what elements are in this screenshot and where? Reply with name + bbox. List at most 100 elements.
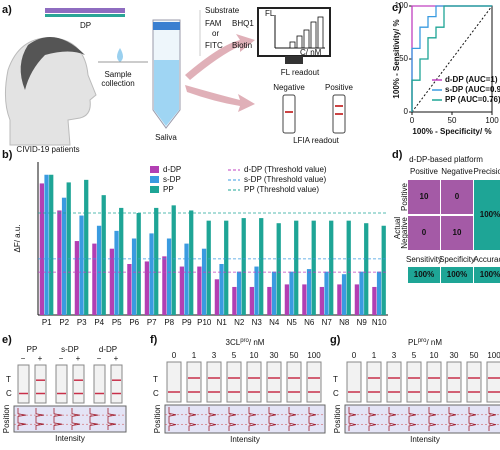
bar [249,286,255,315]
bar [131,238,137,315]
bar [61,197,67,315]
profile-curve [448,407,457,431]
bar [201,248,207,315]
label: 100 [307,351,321,360]
cell-value: 0 [455,192,460,201]
strip [466,361,482,403]
schematic [4,7,346,146]
bar [171,205,176,315]
strip [166,361,182,403]
label: Substrate [205,6,240,15]
panel-label: e) [2,334,12,346]
label: 50 [290,351,299,360]
y-tick-label: 50 [399,54,408,63]
x-tick-label: P6 [129,318,139,327]
label: Positive [410,167,439,176]
label: 50 [470,351,479,360]
x-tick-label: N3 [252,318,263,327]
bar [79,215,84,315]
bar [224,220,229,315]
profile-curve [17,408,27,430]
bar [109,248,115,315]
label: 30 [270,351,279,360]
bar [144,261,150,315]
title-part: / nM [426,338,442,347]
panel-label: a) [2,4,12,16]
bar [276,223,281,315]
profile-curve [107,408,117,430]
strip [34,364,47,404]
bar [364,223,369,315]
label: LFIA readout [293,136,340,145]
label: + [114,354,119,363]
label: C [333,389,339,398]
profile-curve [53,408,63,430]
roc-line [411,5,492,112]
row-label: Positive [400,182,409,211]
bar [189,210,194,315]
legend-swatch [150,176,159,183]
legend-swatch [150,166,159,173]
bar [259,218,264,315]
lfia-strip [282,94,296,134]
label: s-DP [61,345,79,354]
label: or [212,29,219,38]
panel-label: d) [392,149,403,161]
x-tick-label: P8 [164,318,174,327]
bar [154,207,159,315]
x-tick-label: N5 [287,318,298,327]
bar [136,213,141,315]
label: 5 [412,351,417,360]
bar [84,179,89,315]
matrix-cell [441,180,473,214]
label: 3 [212,351,217,360]
label: 10 [250,351,259,360]
label: 100% [447,270,467,279]
strip [110,364,123,404]
profile-curve [168,407,177,431]
label: Accuracy [474,255,500,264]
x-tick-label: N7 [322,318,333,327]
panel-label: g) [330,334,341,346]
label: BHQ1 [232,19,254,28]
bar [96,225,102,315]
axis-title: PLpro/ nM [408,338,442,348]
label: 5 [232,351,237,360]
bar [219,264,224,315]
label: d-DP-based platform [409,155,483,164]
label: collection [101,79,134,88]
legend-label: s-DP (Threshold value) [244,175,326,184]
bar [284,284,290,315]
panel-label: b) [2,149,13,161]
bar [166,238,172,315]
label: − [59,354,64,363]
dp-strip [45,8,125,13]
label: 0 [172,351,177,360]
legend-label: d-DP (AUC=1) [445,75,498,84]
label: Sensitivity [406,255,442,264]
cell-value: 10 [420,192,429,201]
label: Positive [325,83,354,92]
axis-title: 3CLpro/ nM [226,338,265,348]
strip [346,361,362,403]
label: Intensity [55,434,85,443]
title-part: / nM [249,338,265,347]
label: Biotin [232,41,252,50]
profile-curve [228,407,237,431]
monitor-stand [285,56,303,64]
profile-curve [208,407,217,431]
hair [20,37,85,90]
x-tick-label: 0 [410,116,415,125]
x-tick-label: N2 [234,318,245,327]
arrow [185,85,255,112]
label: 100% [480,210,500,219]
strip [286,361,302,403]
strip [306,361,322,403]
profile-curve [188,407,197,431]
panel-label: c) [392,2,402,14]
label: Intensity [230,435,260,444]
label: Precision [474,167,500,176]
label: C [6,389,12,398]
bar [232,286,237,315]
bar [214,279,220,315]
